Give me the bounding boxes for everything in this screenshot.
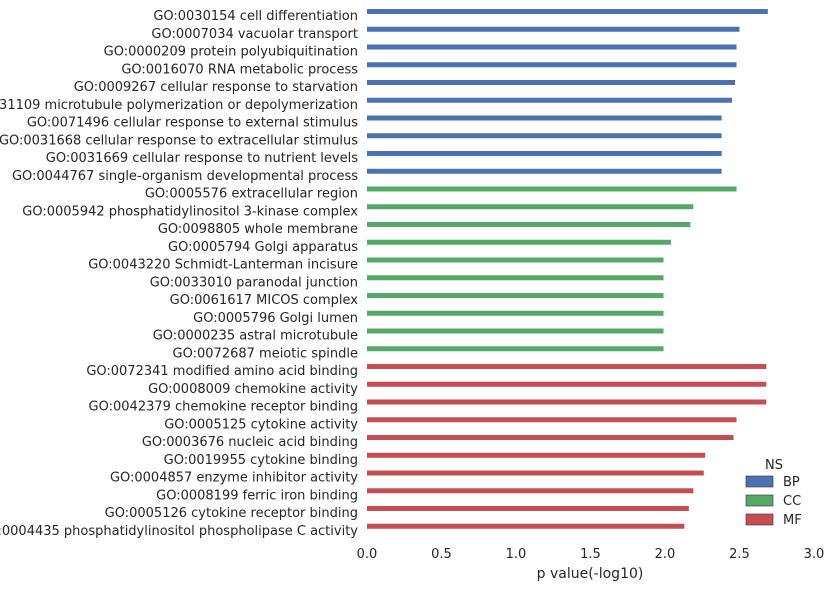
bar-mf [367, 399, 767, 405]
bar-mf [367, 364, 767, 369]
bar-cc [367, 257, 664, 263]
bar-cc [367, 239, 671, 245]
bar-bp [367, 26, 740, 32]
bar-cc [367, 310, 664, 316]
y-tick-label: GO:0005794 Golgi apparatus [168, 240, 358, 255]
bar-bp [367, 151, 722, 156]
y-tick-label: GO:0043220 Schmidt-Lanterman incisure [88, 258, 358, 273]
y-tick-label: GO:0072687 meiotic spindle [173, 346, 358, 361]
bar-bp [367, 44, 737, 50]
y-tick-label: GO:0098805 whole membrane [158, 222, 358, 237]
y-tick-label: GO:0008009 chemokine activity [148, 382, 358, 397]
bars-group [367, 9, 768, 529]
y-tick-label: GO:0030154 cell differentiation [153, 9, 358, 24]
y-tick-label: GO:0009267 cellular response to starvati… [74, 80, 358, 95]
legend-label-bp: BP [783, 475, 800, 490]
y-tick-label: GO:0005126 cytokine receptor binding [105, 506, 358, 521]
bar-cc [367, 275, 664, 281]
y-tick-label: GO:0031668 cellular response to extracel… [0, 133, 358, 148]
legend-entries: BP CC MF [745, 475, 802, 528]
y-tick-label: GO:0044767 single-organism developmental… [12, 169, 358, 184]
x-tick-label: 1.0 [506, 547, 527, 562]
bar-cc [367, 204, 694, 210]
bar-bp [367, 62, 737, 68]
y-tick-label: GO:0005125 cytokine activity [164, 417, 358, 432]
bar-mf [367, 523, 685, 529]
y-tick-label: GO:0004435 phosphatidylinositol phosphol… [0, 524, 358, 539]
bar-bp [367, 115, 722, 121]
bar-bp [367, 168, 722, 174]
legend-label-cc: CC [783, 494, 801, 509]
bar-bp [367, 97, 733, 103]
bar-mf [367, 506, 689, 511]
x-tick-label: 2.5 [729, 547, 750, 562]
y-tick-label: GO:0031109 microtubule polymerization or… [0, 98, 358, 113]
y-tick-label: GO:0005576 extracellular region [145, 187, 358, 202]
x-tick-label: 0.0 [357, 547, 378, 562]
legend: NS BP CC MF [745, 458, 802, 528]
bar-mf [367, 417, 737, 423]
y-tick-label: GO:0061617 MICOS complex [170, 293, 359, 308]
legend-label-mf: MF [783, 513, 802, 528]
bar-mf [367, 381, 767, 387]
y-tick-label: GO:0003676 nucleic acid binding [142, 435, 358, 450]
x-tick-labels: 0.0 0.5 1.0 1.5 2.0 2.5 3.0 [357, 547, 825, 562]
legend-swatch-mf [745, 513, 774, 526]
y-tick-label: GO:0005942 phosphatidylinositol 3-kinase… [22, 204, 358, 219]
bar-cc [367, 186, 737, 192]
legend-swatch-bp [745, 475, 774, 488]
bar-cc [367, 222, 691, 227]
bar-mf [367, 470, 704, 476]
bar-mf [367, 435, 734, 440]
y-tick-labels: GO:0030154 cell differentiation GO:000703… [0, 9, 358, 539]
bar-cc [367, 346, 664, 352]
y-tick-label: GO:0000235 astral microtubule [153, 329, 358, 344]
x-tick-label: 0.5 [431, 547, 452, 562]
bar-bp [367, 133, 722, 139]
y-tick-label: GO:0031669 cellular response to nutrient… [46, 151, 358, 166]
bar-cc [367, 328, 664, 334]
bar-bp [367, 9, 768, 14]
y-tick-label: GO:0007034 vacuolar transport [151, 27, 358, 42]
x-tick-label: 2.0 [655, 547, 676, 562]
legend-swatch-cc [745, 494, 774, 507]
y-tick-label: GO:0019955 cytokine binding [164, 453, 358, 468]
y-tick-label: GO:0042379 chemokine receptor binding [89, 400, 358, 415]
y-tick-label: GO:0016070 RNA metabolic process [121, 62, 358, 77]
y-tick-label: GO:0008199 ferric iron binding [156, 488, 358, 503]
y-tick-label: GO:0004857 enzyme inhibitor activity [110, 471, 358, 486]
x-tick-label: 1.5 [580, 547, 601, 562]
bar-mf [367, 488, 694, 494]
x-axis-label: p value(-log10) [537, 566, 644, 582]
bar-bp [367, 80, 736, 85]
legend-title: NS [765, 458, 783, 473]
y-tick-label: GO:0072341 modified amino acid binding [86, 364, 358, 379]
x-tick-label: 3.0 [804, 547, 825, 562]
y-tick-label: GO:0033010 paranodal junction [150, 275, 358, 290]
bar-cc [367, 293, 664, 298]
bar-mf [367, 452, 706, 458]
y-tick-label: GO:0071496 cellular response to external… [27, 116, 358, 131]
y-tick-label: GO:0005796 Golgi lumen [193, 311, 358, 326]
y-tick-label: GO:0000209 protein polyubiquitination [104, 45, 358, 60]
